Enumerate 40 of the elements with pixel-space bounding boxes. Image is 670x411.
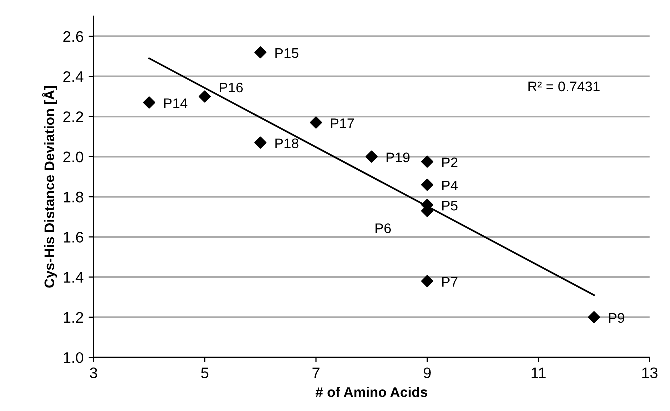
y-tick-label: 2.0 <box>64 152 84 163</box>
x-tick-label: 7 <box>312 368 320 378</box>
x-tick-label: 11 <box>532 368 546 378</box>
y-tick-label: 2.4 <box>64 72 84 82</box>
annotation: P6 <box>376 224 392 234</box>
point <box>254 136 267 149</box>
point <box>143 96 156 109</box>
x-tick-label: 9 <box>424 368 431 379</box>
annotation: P2 <box>442 158 458 168</box>
y-tick-label: 1.8 <box>64 192 84 203</box>
point <box>366 150 378 163</box>
y-tick-label: 2.2 <box>64 112 84 122</box>
y-axis-title: Cys-His Distance Deviation [Å] <box>42 86 58 288</box>
point <box>421 275 434 288</box>
annotation: P7 <box>442 277 458 287</box>
x-tick-label: 5 <box>201 368 209 379</box>
point <box>421 178 434 192</box>
point <box>198 90 212 103</box>
point <box>588 311 600 324</box>
point <box>254 46 267 59</box>
annotation: P15 <box>276 48 299 58</box>
annotation: R² = 0.7431 <box>528 82 600 92</box>
y-tick-label: 1.0 <box>64 352 84 364</box>
y-tick-label: 2.6 <box>64 31 84 42</box>
point <box>310 116 322 129</box>
annotation: P14 <box>164 98 188 108</box>
x-tick-label: 13 <box>642 368 658 379</box>
annotation: P4 <box>442 181 458 191</box>
annotation: P9 <box>609 313 625 324</box>
annotation: P17 <box>331 118 354 128</box>
annotation: P19 <box>386 152 410 163</box>
annotation: P16 <box>220 82 244 93</box>
annotation: P18 <box>276 138 299 149</box>
y-tick-label: 1.4 <box>64 272 84 283</box>
x-axis-title: # of Amino Acids <box>316 387 428 398</box>
annotation: P5 <box>442 201 458 211</box>
y-tick-label: 1.6 <box>64 232 84 243</box>
y-tick-label: 1.2 <box>64 312 84 323</box>
point <box>421 156 434 168</box>
x-tick-label: 3 <box>90 368 98 379</box>
